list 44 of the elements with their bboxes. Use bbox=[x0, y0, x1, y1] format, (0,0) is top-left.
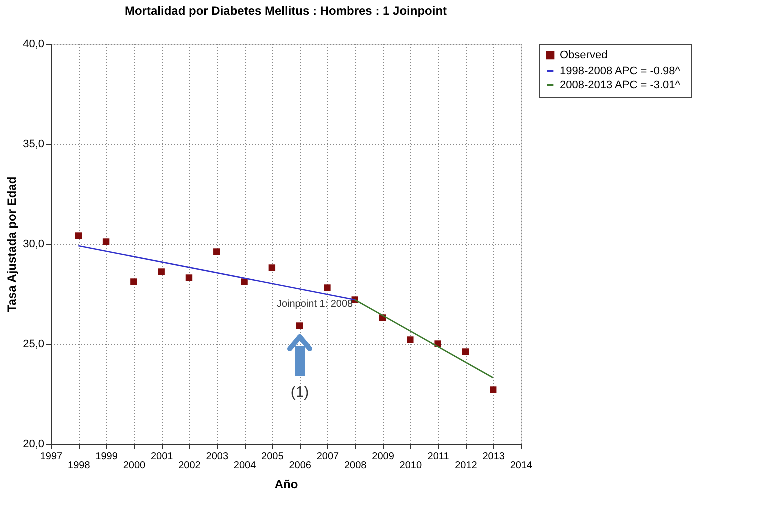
x-tick-label: 2005 bbox=[262, 452, 284, 462]
x-tick-label: 2011 bbox=[428, 452, 450, 462]
annotation: (1) bbox=[290, 384, 310, 401]
x-axis-title: Año bbox=[274, 478, 298, 492]
point bbox=[158, 268, 165, 276]
x2-tick-label: 2004 bbox=[234, 460, 257, 472]
x2-tick-label: 2006 bbox=[289, 460, 312, 472]
x2-tick-label: 1998 bbox=[68, 460, 91, 472]
point bbox=[102, 238, 110, 246]
point bbox=[490, 386, 497, 394]
x-tick-label: 2001 bbox=[150, 452, 174, 462]
point bbox=[75, 232, 82, 240]
legend-label: 1998-2008 APC = -0.98^ bbox=[560, 66, 682, 78]
point bbox=[186, 274, 193, 282]
y-tick-label: 30,0 bbox=[23, 238, 44, 250]
x2-tick-label: 2008 bbox=[344, 460, 368, 472]
point bbox=[130, 278, 138, 286]
x-tick-label: 1997 bbox=[40, 452, 64, 462]
x2-tick-label: 2014 bbox=[510, 460, 534, 472]
x-tick-label: 2009 bbox=[372, 452, 395, 462]
point bbox=[324, 284, 331, 292]
x-tick-label: 2013 bbox=[482, 452, 506, 462]
point bbox=[268, 264, 276, 272]
x2-tick-label: 2002 bbox=[178, 460, 202, 472]
x-tick-label: 1999 bbox=[96, 452, 118, 462]
x-tick-label: 2003 bbox=[206, 452, 229, 462]
y-tick-label: 35,0 bbox=[23, 138, 44, 150]
point bbox=[462, 348, 470, 356]
x2-tick-label: 2000 bbox=[123, 460, 146, 472]
annotation: Joinpoint 1: 2008 bbox=[276, 299, 354, 310]
x2-tick-label: 2012 bbox=[455, 460, 478, 472]
legend-label: Observed bbox=[560, 50, 608, 62]
legend-label: 2008-2013 APC = -3.01^ bbox=[560, 80, 682, 92]
x2-tick-label: 2010 bbox=[400, 460, 422, 472]
x-tick-label: 2007 bbox=[316, 452, 340, 462]
y-tick-label: 20,0 bbox=[23, 438, 44, 450]
point bbox=[214, 248, 220, 256]
point bbox=[241, 278, 248, 286]
y-tick-label: 25,0 bbox=[23, 338, 44, 350]
point bbox=[407, 336, 414, 344]
y-axis-title: Tasa Ajustada por Edad bbox=[5, 176, 20, 312]
point bbox=[296, 322, 304, 330]
y-tick-label: 40,0 bbox=[23, 38, 44, 50]
chart-title: Mortalidad por Diabetes Mellitus : Hombres : 1 Joinpoint bbox=[124, 4, 448, 18]
